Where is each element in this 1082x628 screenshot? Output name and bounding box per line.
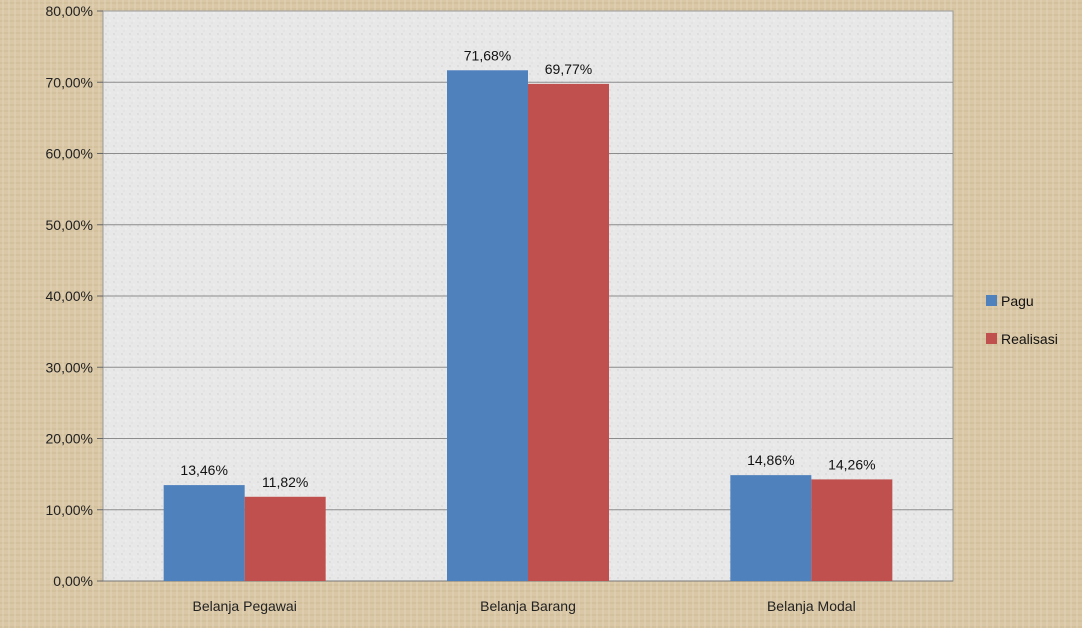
bars: [163, 70, 893, 582]
data-label: 69,77%: [545, 61, 592, 77]
legend-label: Realisasi: [1001, 331, 1058, 347]
data-label: 14,26%: [828, 456, 875, 472]
data-labels: 13,46% 11,82% 71,68% 69,77% 14,86% 14,26%: [180, 47, 875, 490]
y-tick-label: 50,00%: [46, 217, 93, 233]
y-tick-label: 70,00%: [46, 74, 93, 90]
y-tick-label: 30,00%: [46, 359, 93, 375]
legend-swatch-realisasi: [986, 333, 997, 344]
x-tick-label: Belanja Pegawai: [193, 598, 297, 614]
data-label: 11,82%: [262, 474, 308, 490]
y-tick-label: 60,00%: [46, 146, 93, 162]
x-axis-tick-labels: Belanja Pegawai Belanja Barang Belanja Mod…: [193, 598, 856, 614]
bar-realisasi: [811, 479, 893, 581]
legend-label: Pagu: [1001, 293, 1034, 309]
y-tick-label: 20,00%: [46, 431, 93, 447]
y-axis-tick-labels: 0,00% 10,00% 20,00% 30,00% 40,00% 50,00% 60,00…: [46, 3, 93, 589]
legend: Pagu Realisasi: [986, 293, 1058, 347]
bar-realisasi: [528, 83, 609, 582]
bar-realisasi: [244, 496, 326, 581]
bar-pagu: [163, 485, 245, 581]
y-tick-label: 40,00%: [46, 288, 93, 304]
bar-pagu: [730, 475, 812, 581]
data-label: 71,68%: [464, 47, 511, 63]
y-tick-label: 10,00%: [46, 502, 93, 518]
y-tick-label: 0,00%: [53, 573, 93, 589]
data-label: 14,86%: [747, 452, 794, 468]
legend-swatch-pagu: [986, 295, 997, 306]
bar-pagu: [447, 70, 528, 581]
data-label: 13,46%: [180, 462, 227, 478]
y-tick-label: 80,00%: [46, 3, 93, 19]
x-tick-label: Belanja Modal: [767, 598, 856, 614]
x-tick-label: Belanja Barang: [480, 598, 576, 614]
